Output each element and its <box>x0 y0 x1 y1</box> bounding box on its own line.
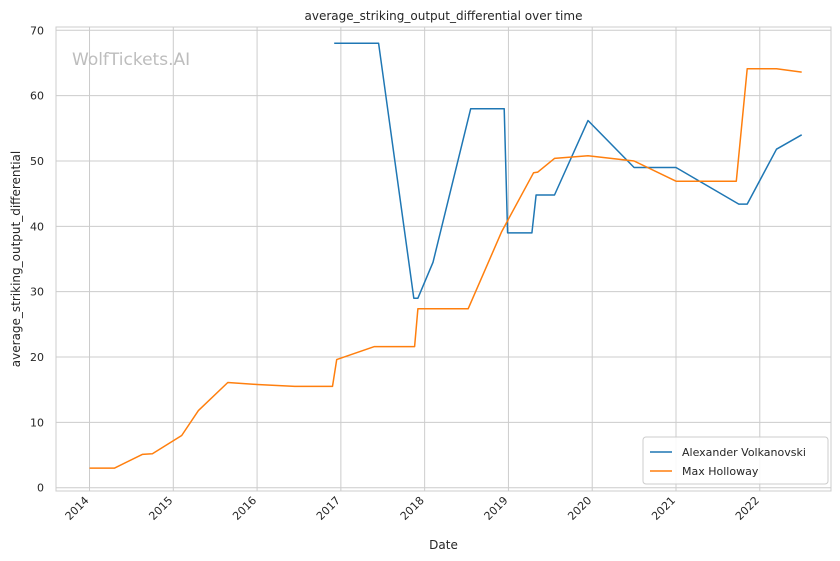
x-tick-label: 2020 <box>565 494 594 523</box>
y-tick-label: 40 <box>30 220 44 233</box>
y-tick-label: 60 <box>30 90 44 103</box>
x-tick-label: 2019 <box>482 494 511 523</box>
y-tick-label: 70 <box>30 24 44 37</box>
y-tick-label: 20 <box>30 351 44 364</box>
y-tick-label: 10 <box>30 416 44 429</box>
series-lines <box>89 42 803 469</box>
x-axis-label: Date <box>429 538 458 552</box>
legend-box <box>642 436 829 485</box>
chart-title: average_striking_output_differential ove… <box>305 9 583 23</box>
x-tick-label: 2015 <box>146 494 175 523</box>
x-tick-label: 2022 <box>733 494 762 523</box>
y-tick-label: 30 <box>30 286 44 299</box>
legend-label: Alexander Volkanovski <box>682 446 806 459</box>
x-tick-label: 2017 <box>314 494 343 523</box>
x-tick-label: 2014 <box>63 494 92 523</box>
y-ticks: 0 10 20 30 40 50 60 70 <box>30 24 44 494</box>
legend: Alexander Volkanovski Max Holloway <box>642 436 829 485</box>
series-line <box>334 42 803 299</box>
x-tick-label: 2016 <box>230 494 259 523</box>
grid <box>56 27 831 491</box>
y-axis-label: average_striking_output_differential <box>9 151 23 367</box>
x-ticks: 2014 2015 2016 2017 2018 2019 2020 2021 2022 <box>63 494 762 523</box>
x-tick-label: 2021 <box>649 494 678 523</box>
watermark: WolfTickets.AI <box>72 50 190 70</box>
x-tick-label: 2018 <box>398 494 427 523</box>
y-tick-label: 50 <box>30 155 44 168</box>
legend-label: Max Holloway <box>682 465 759 478</box>
plot-area <box>55 26 832 492</box>
y-tick-label: 0 <box>37 482 44 495</box>
series-line <box>89 68 802 469</box>
